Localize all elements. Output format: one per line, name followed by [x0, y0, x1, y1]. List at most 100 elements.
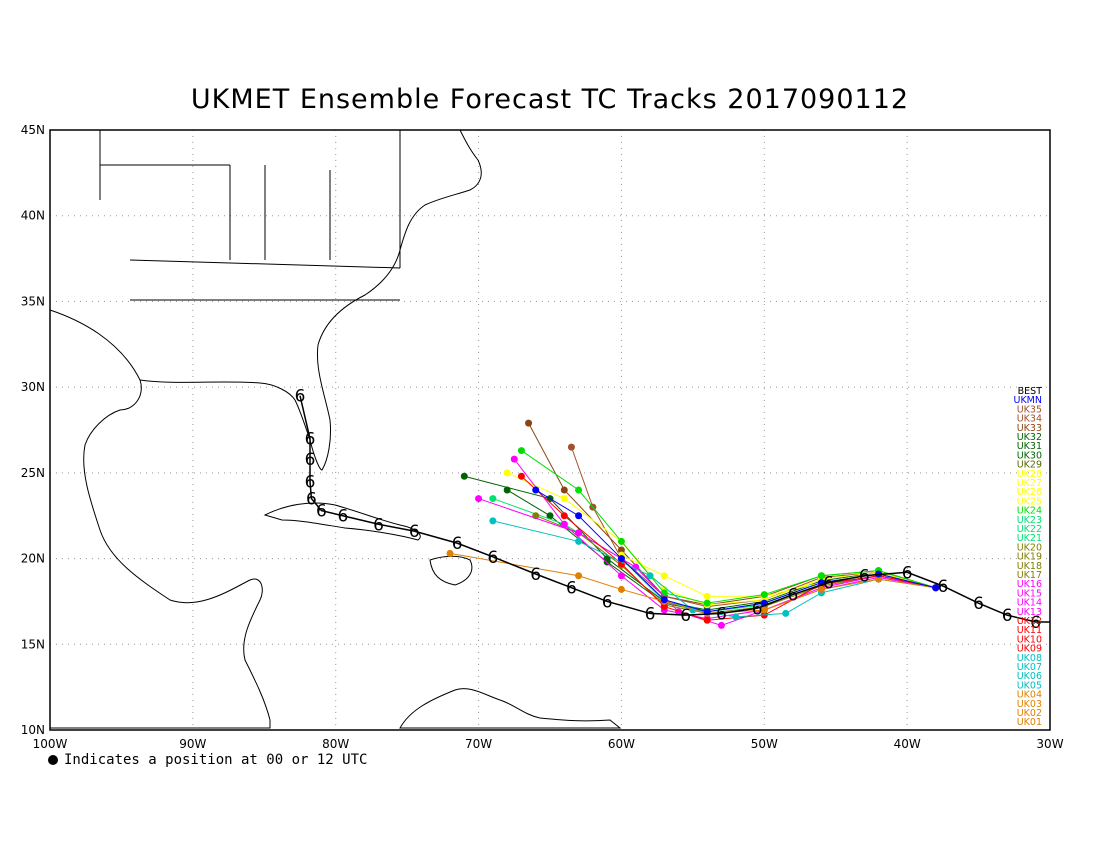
legend-entry: UK34	[1017, 414, 1042, 425]
ensemble-track-line	[528, 422, 936, 606]
hurricane-symbol-icon: 6	[337, 507, 348, 527]
axis-labels: 100W 90W 80W 70W 60W 50W 40W 30W 10N 15N 20N 25N 30N…	[21, 123, 1064, 751]
hurricane-symbol-icon: 6	[645, 604, 656, 624]
legend-entry: UK12	[1017, 616, 1042, 627]
hurricane-symbol-icon: 6	[937, 577, 948, 597]
ensemble-track-point	[617, 585, 625, 593]
ensemble-track-point	[575, 572, 583, 580]
lat-tick-label: 20N	[21, 552, 45, 566]
ensemble-track-point	[703, 592, 711, 600]
lat-tick-label: 45N	[21, 123, 45, 137]
ensemble-track-point	[660, 603, 668, 611]
hurricane-symbol-icon: 6	[787, 586, 798, 606]
hurricane-symbol-icon: 6	[295, 387, 306, 407]
hurricane-symbol-icon: 6	[305, 472, 316, 492]
ensemble-track-point	[617, 546, 625, 554]
hurricane-symbol-icon: 6	[305, 450, 316, 470]
hurricane-symbol-icon: 6	[680, 606, 691, 626]
hurricane-symbol-icon: 6	[602, 592, 613, 612]
ensemble-track-point	[525, 419, 533, 427]
hurricane-symbol-icon: 6	[487, 548, 498, 568]
legend-entry: UK31	[1017, 441, 1042, 452]
hurricane-symbol-icon: 6	[306, 490, 317, 510]
lat-tick-label: 10N	[21, 723, 45, 737]
lon-tick-label: 40W	[894, 737, 921, 751]
hurricane-symbol-icon: 6	[373, 515, 384, 535]
hurricane-symbol-icon: 6	[973, 594, 984, 614]
footnote-text: Indicates a position at 00 or 12 UTC	[64, 752, 368, 768]
legend-entry: UK27	[1017, 478, 1042, 489]
ensemble-track-point	[603, 558, 611, 566]
ensemble-track-point	[617, 572, 625, 580]
legend-entry: UK20	[1017, 542, 1042, 553]
hurricane-symbol-icon: 6	[316, 502, 327, 522]
ensemble-track-line	[464, 475, 936, 611]
ensemble-track-point	[717, 621, 725, 629]
ensemble-track-point	[517, 447, 525, 455]
legend-entry: UK23	[1017, 515, 1042, 526]
hurricane-symbol-icon: 6	[1002, 606, 1013, 626]
ensemble-track-point	[567, 443, 575, 451]
coastlines	[49, 129, 622, 729]
hurricane-symbol-icon: 6	[859, 567, 870, 587]
ensemble-track-point	[646, 572, 654, 580]
lon-tick-label: 60W	[608, 737, 635, 751]
ensemble-track-point	[660, 596, 668, 604]
ensemble-track-point	[575, 537, 583, 545]
ensemble-track-point	[760, 591, 768, 599]
lon-tick-label: 70W	[465, 737, 492, 751]
legend-entry: UK02	[1017, 708, 1042, 719]
hurricane-symbol-icon: 6	[409, 522, 420, 542]
ensemble-track-point	[446, 549, 454, 557]
ensemble-track-point	[560, 495, 568, 503]
hurricane-symbol-icon: 6	[452, 534, 463, 554]
legend-entry: UK29	[1017, 460, 1042, 471]
ensemble-track-point	[560, 486, 568, 494]
ensemble-track-point	[932, 584, 940, 592]
legend-entry: UK09	[1017, 644, 1042, 655]
ensemble-track-point	[503, 469, 511, 477]
lat-lon-grid	[50, 130, 1050, 730]
hurricane-symbol-icon: 6	[566, 579, 577, 599]
hurricane-symbol-icon: 6	[823, 574, 834, 594]
legend-entry: UK24	[1017, 506, 1042, 517]
ensemble-track-point	[503, 486, 511, 494]
hurricane-symbol-icon: 6	[752, 599, 763, 619]
ensemble-track-point	[575, 512, 583, 520]
legend-entry: UK16	[1017, 579, 1042, 590]
south-america-coast	[399, 688, 622, 729]
lat-tick-label: 35N	[21, 294, 45, 308]
legend-entry: UK14	[1017, 598, 1042, 609]
ensemble-track-point	[489, 517, 497, 525]
ensemble-track-point	[546, 512, 554, 520]
ensemble-track-point	[660, 589, 668, 597]
lat-tick-label: 30N	[21, 380, 45, 394]
ensemble-track-line	[521, 475, 936, 621]
ensemble-track-point	[732, 613, 740, 621]
legend: BESTUKMNUK35UK34UK33UK32UK31UK30UK29UK28…	[1014, 386, 1043, 728]
ensemble-track-point	[875, 575, 883, 583]
lon-tick-label: 90W	[179, 737, 206, 751]
ensemble-track-line	[570, 446, 936, 608]
hurricane-symbol-icon: 6	[305, 430, 316, 450]
ensemble-track-line	[492, 498, 936, 613]
ensemble-track-point	[703, 599, 711, 607]
legend-entry: UK08	[1017, 653, 1042, 664]
legend-entry: UK21	[1017, 533, 1042, 544]
ensemble-track-point	[703, 616, 711, 624]
ensemble-track-point	[632, 563, 640, 571]
legend-entry: BEST	[1018, 386, 1043, 397]
ensemble-track-point	[510, 455, 518, 463]
legend-entry: UK03	[1017, 699, 1042, 710]
ensemble-track-point	[575, 529, 583, 537]
legend-entry: UK32	[1017, 432, 1042, 443]
north-america-coast	[49, 309, 271, 729]
lat-tick-label: 40N	[21, 209, 45, 223]
lon-tick-label: 80W	[322, 737, 349, 751]
map-frame	[49, 129, 1051, 731]
legend-entry: UK07	[1017, 662, 1042, 673]
ensemble-track-point	[560, 520, 568, 528]
legend-entry: UKMN	[1014, 395, 1043, 406]
chart-title: UKMET Ensemble Forecast TC Tracks 201709…	[190, 84, 910, 115]
